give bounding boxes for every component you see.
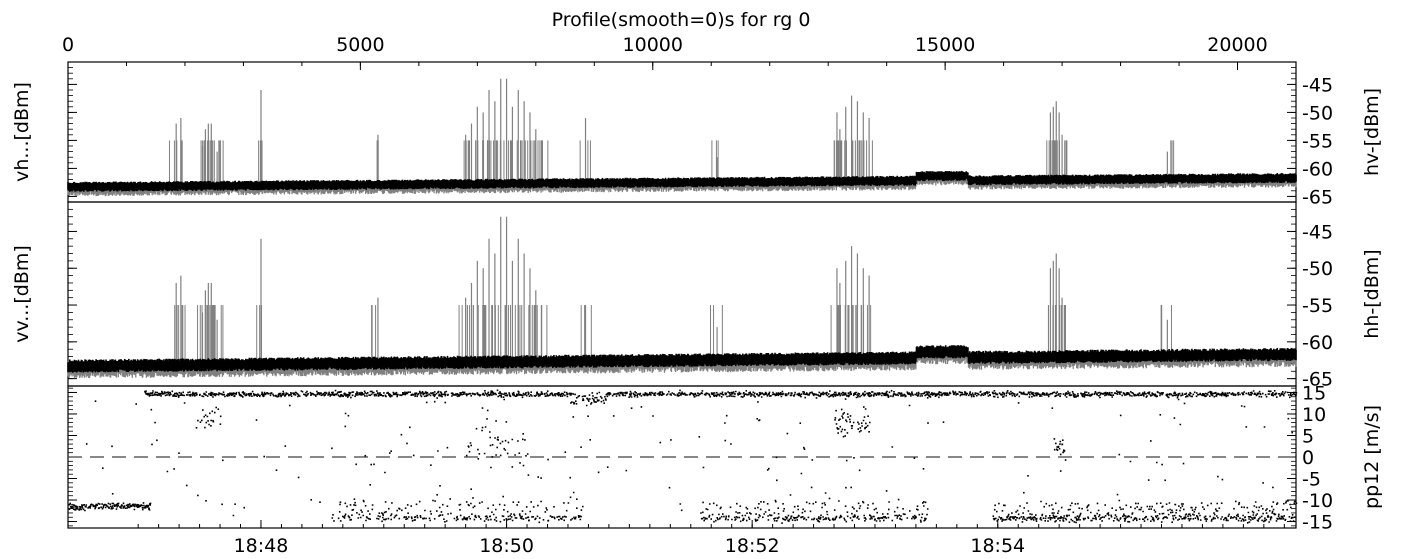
chart-title: Profile(smooth=0)s for rg 0 xyxy=(552,9,811,31)
right-axis-title: hh-[dBm] xyxy=(1361,249,1383,338)
time-axis-tick-label: 18:50 xyxy=(479,535,534,557)
top-axis: 0 5000 10000 15000 20000 xyxy=(62,34,1297,70)
left-axis-title: vv...[dBm] xyxy=(11,245,33,343)
right-axis-tick-label: -45 xyxy=(1302,221,1333,243)
right-axis-tick-label: 10 xyxy=(1302,404,1326,426)
time-axis-tick-label: 18:54 xyxy=(970,535,1025,557)
noise-floor-black xyxy=(67,170,1297,192)
right-axis-tick-label: -45 xyxy=(1302,74,1333,96)
right-axis-title: pp12 [m/s] xyxy=(1361,405,1383,509)
time-axis-tick-label: 18:52 xyxy=(725,535,780,557)
right-axis-tick-label: -50 xyxy=(1302,258,1333,280)
right-axis-tick-label: -15 xyxy=(1302,512,1333,534)
left-axis-title: vh...[dBm] xyxy=(11,82,33,182)
right-axis-tick-label: -65 xyxy=(1302,186,1333,208)
right-axis-tick-label: 0 xyxy=(1302,447,1314,469)
time-axis-tick-label: 18:48 xyxy=(234,535,289,557)
panel-vh-hv: -45 -50 -55 -60 -65 vh...[dBm] hv-[dBm] xyxy=(11,61,1383,208)
right-axis-tick-label: -65 xyxy=(1302,369,1333,391)
panel-vv-hh: -45 -50 -55 -60 -65 vv...[dBm] hh-[dBm] xyxy=(11,201,1383,391)
right-axis-tick-label: -55 xyxy=(1302,130,1333,152)
top-axis-tick-label: 20000 xyxy=(1207,34,1267,56)
top-axis-tick-label: 0 xyxy=(62,34,74,56)
right-axis-tick-label: 5 xyxy=(1302,425,1314,447)
right-axis-tick-label: -55 xyxy=(1302,295,1333,317)
right-axis-title: hv-[dBm] xyxy=(1361,88,1383,176)
top-axis-tick-label: 5000 xyxy=(336,34,384,56)
top-axis-tick-label: 15000 xyxy=(915,34,975,56)
top-axis-tick-label: 10000 xyxy=(623,34,683,56)
velocity-points xyxy=(68,389,1298,524)
time-axis: 18:48 18:50 18:52 18:54 xyxy=(137,520,1285,557)
right-axis-tick-label: -50 xyxy=(1302,102,1333,124)
right-axis-tick-label: -10 xyxy=(1302,490,1333,512)
right-axis-tick-label: -60 xyxy=(1302,158,1333,180)
right-axis-tick-label: 15 xyxy=(1302,382,1326,404)
right-axis-tick-label: -5 xyxy=(1302,469,1321,491)
right-axis-tick-label: -60 xyxy=(1302,332,1333,354)
noise-floor-black xyxy=(67,345,1297,373)
